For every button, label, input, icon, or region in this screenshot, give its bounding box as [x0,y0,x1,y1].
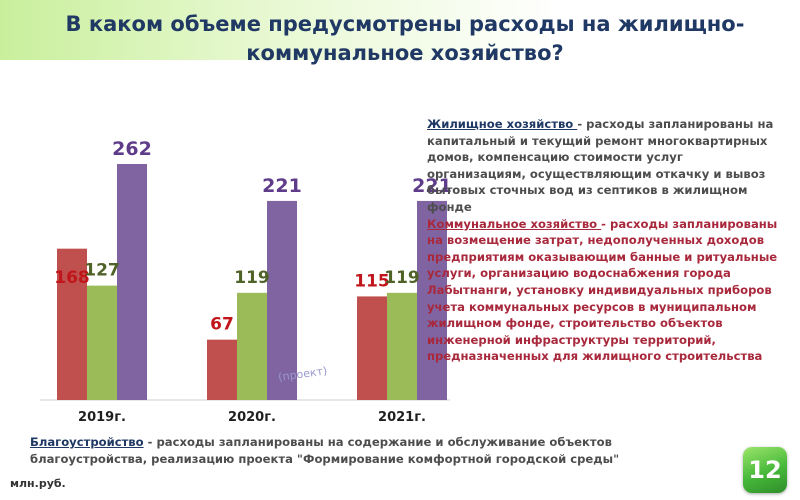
bar-2019г.-series-3 [117,164,147,400]
value-label-2020г.-series-3: 221 [262,175,302,197]
value-label-2019г.-series-3: 262 [112,138,152,160]
bar-2021г.-series-1 [357,296,387,400]
communal-body: - расходы запланированы на возмещение за… [427,216,778,364]
bar-2020г.-series-2 [237,292,267,400]
housing-paragraph: Жилищное хозяйство - расходы запланирова… [427,116,782,216]
landscaping-body: - расходы запланированы на содержание и … [30,435,620,466]
page-title: В каком объеме предусмотрены расходы на … [65,12,745,65]
value-label-2020г.-series-2: 119 [234,268,270,288]
category-label-2020г.: 2020г. [228,410,276,425]
communal-heading: Коммунальное хозяйство [427,216,602,231]
value-label-2021г.-series-3: 221 [412,175,452,197]
housing-heading: Жилищное хозяйство [427,117,578,131]
housing-body: - расходы запланированы на капитальный и… [427,117,774,214]
bar-2021г.-series-2 [387,292,417,400]
value-label-2019г.-series-1: 168 [54,268,90,288]
value-label-2021г.-series-1: 115 [354,271,390,291]
category-label-2019г.: 2019г. [78,410,126,425]
header-glow [0,0,560,60]
bar-2019г.-series-2 [87,285,117,400]
landscaping-paragraph: Благоустройство - расходы запланированы … [30,434,730,468]
category-label-2021г.: 2021г. [378,410,426,425]
side-description: Жилищное хозяйство - расходы запланирова… [427,116,782,365]
slide-number-badge: 12 [743,447,787,493]
communal-paragraph: Коммунальное хозяйство - расходы заплани… [427,216,782,365]
bar-2019г.-series-1 [57,248,87,400]
value-label-2019г.-series-2: 127 [84,261,120,281]
bar-2020г.-series-1 [207,339,237,400]
landscaping-heading: Благоустройство [30,435,144,449]
bar-2021г.-series-3 [417,200,447,400]
value-label-2021г.-series-2: 119 [384,268,420,288]
units-label: млн.руб. [10,477,66,490]
labels-layer: 1681272622019г.671192212020г.11511922120… [54,138,452,425]
bar-2020г.-series-3 [267,200,297,400]
value-label-2020г.-series-1: 67 [210,315,234,335]
bars-layer [57,164,447,400]
